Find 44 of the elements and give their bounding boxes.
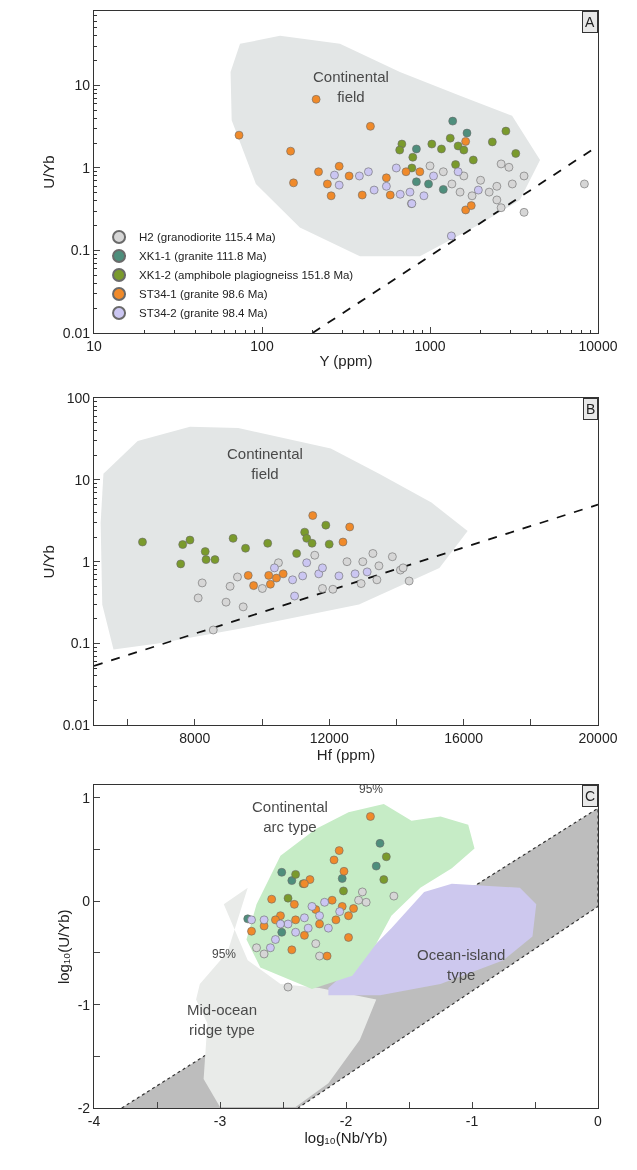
y-axis-title: log₁₀(U/Yb) (54, 909, 72, 985)
x-tick-label: 16000 (444, 730, 484, 747)
x-tick-label: 100 (250, 337, 274, 354)
y-axis-title: U/Yb (40, 155, 58, 189)
x-tick-label: -1 (465, 1112, 479, 1129)
x-tick-label: 20000 (578, 730, 618, 747)
y-tick-label: 10 (74, 471, 91, 488)
y-tick-label: 0.01 (62, 717, 91, 734)
x-tick-label: 8000 (179, 730, 211, 747)
annotation: Continental field (227, 445, 303, 482)
x-axis-title: Y (ppm) (319, 351, 373, 369)
annotation: B (586, 401, 596, 417)
x-tick-label: 12000 (309, 730, 349, 747)
legend-label: H2 (granodiorite 115.4 Ma) (139, 231, 276, 244)
x-tick-label: 0 (594, 1112, 603, 1129)
x-axis-title: Hf (ppm) (316, 746, 376, 764)
y-axis-title: U/Yb (40, 545, 58, 579)
legend-label: XK1-1 (granite 111.8 Ma) (139, 250, 267, 263)
y-tick-label: 1 (82, 553, 91, 570)
y-tick-label: 0.1 (70, 635, 91, 652)
annotation: C (585, 788, 596, 804)
x-tick-label: 1000 (414, 337, 446, 354)
y-tick-label: 1 (82, 159, 91, 176)
y-tick-label: -1 (77, 996, 91, 1013)
y-tick-label: 100 (66, 390, 91, 407)
annotation: 95% (212, 947, 237, 961)
annotation: A (585, 14, 595, 30)
x-tick-label: 10000 (578, 337, 618, 354)
y-tick-label: 10 (74, 77, 91, 94)
annotation: Continental arc type (252, 798, 328, 835)
annotation: Continental field (313, 68, 389, 105)
x-tick-label: -3 (213, 1112, 227, 1129)
y-tick-label: 0 (82, 893, 91, 910)
y-tick-label: 1 (82, 789, 91, 806)
legend-label: ST34-2 (granite 98.4 Ma) (139, 307, 268, 320)
annotation: 95% (359, 782, 384, 796)
legend-label: ST34-1 (granite 98.6 Ma) (139, 288, 268, 301)
x-axis-title: log₁₀(Nb/Yb) (304, 1128, 388, 1146)
annotation: Ocean-island type (417, 946, 506, 983)
legend-label: XK1-2 (amphibole plagiogneiss 151.8 Ma) (139, 269, 354, 282)
y-tick-label: 0.1 (70, 242, 91, 259)
y-tick-label: 0.01 (62, 324, 91, 341)
annotation: Mid-ocean ridge type (187, 1001, 258, 1038)
x-tick-label: -2 (339, 1112, 353, 1129)
